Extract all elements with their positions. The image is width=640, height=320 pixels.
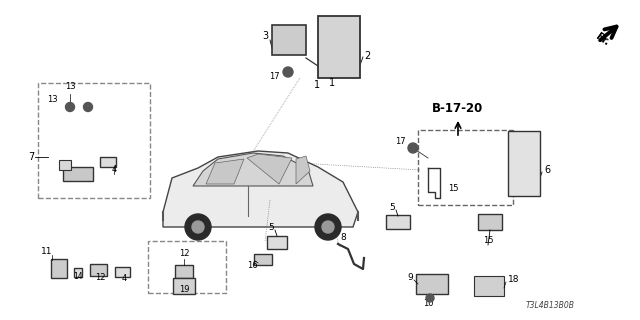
Text: 8: 8 (340, 233, 346, 242)
Text: 5: 5 (389, 204, 395, 212)
Bar (416, 274, 448, 294)
Text: 13: 13 (47, 94, 58, 103)
Text: 14: 14 (73, 272, 83, 281)
Bar (100, 157, 116, 167)
Bar (74, 268, 82, 276)
Text: 9: 9 (407, 274, 413, 283)
Bar (90, 264, 106, 276)
Circle shape (192, 221, 204, 233)
Circle shape (322, 221, 334, 233)
Bar (173, 278, 195, 294)
Polygon shape (206, 159, 244, 184)
Bar (272, 25, 306, 55)
Bar (318, 16, 360, 78)
Text: T3L4B13B0B: T3L4B13B0B (526, 301, 575, 310)
Bar (474, 276, 504, 296)
Text: 12: 12 (179, 249, 189, 258)
Polygon shape (163, 151, 358, 227)
Circle shape (426, 294, 434, 302)
Bar (508, 131, 540, 196)
Text: 10: 10 (423, 299, 433, 308)
Text: 13: 13 (65, 82, 76, 91)
Text: 18: 18 (508, 276, 520, 284)
Text: B-17-20: B-17-20 (432, 101, 483, 115)
Bar (386, 215, 410, 229)
Text: 1: 1 (329, 78, 335, 88)
Polygon shape (193, 153, 313, 186)
Text: 5: 5 (268, 223, 274, 233)
Bar (267, 236, 287, 249)
Text: 12: 12 (95, 273, 105, 282)
Bar (254, 253, 272, 265)
Bar (115, 267, 129, 277)
Circle shape (315, 214, 341, 240)
Text: Fr.: Fr. (594, 32, 611, 48)
Text: 15: 15 (483, 236, 493, 245)
Text: 11: 11 (40, 247, 52, 257)
Bar (148, 241, 226, 293)
Circle shape (408, 143, 418, 153)
Text: 7: 7 (28, 152, 34, 162)
Bar (418, 130, 513, 205)
Bar (59, 160, 71, 170)
Text: 17: 17 (269, 71, 280, 81)
Bar (478, 214, 502, 230)
Text: 6: 6 (544, 165, 550, 175)
Text: 4: 4 (111, 165, 116, 174)
Circle shape (83, 102, 93, 111)
Circle shape (185, 214, 211, 240)
Text: 16: 16 (248, 260, 258, 269)
Polygon shape (296, 156, 310, 184)
Text: 1: 1 (314, 80, 320, 90)
Bar (38, 83, 150, 198)
Text: 19: 19 (179, 285, 189, 294)
Bar (63, 167, 93, 181)
Text: 2: 2 (364, 51, 371, 61)
Circle shape (65, 102, 74, 111)
Polygon shape (247, 154, 292, 184)
Bar (51, 259, 67, 277)
Text: 3: 3 (262, 31, 268, 41)
Text: 15: 15 (448, 183, 458, 193)
Text: 17: 17 (396, 137, 406, 146)
Circle shape (283, 67, 293, 77)
Text: 4: 4 (122, 274, 127, 283)
Bar (175, 265, 193, 277)
